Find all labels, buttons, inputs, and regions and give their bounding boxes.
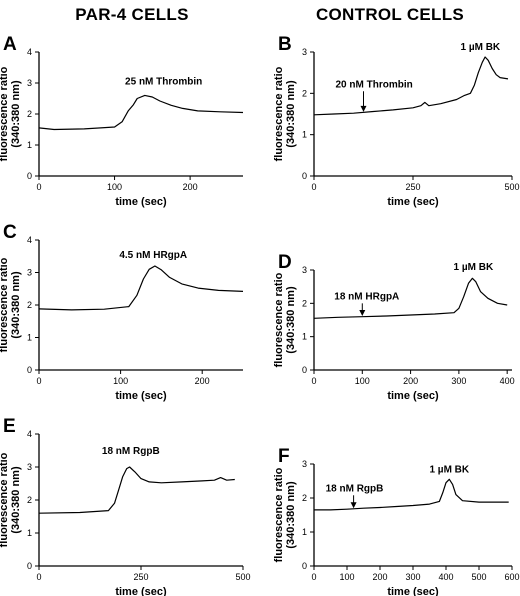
chart-e-y-tick-label-4: 4 bbox=[27, 429, 32, 439]
chart-b-x-tick-label-1: 250 bbox=[405, 182, 420, 192]
chart-c-y-axis-label-0: fluorescence ratio bbox=[0, 257, 10, 352]
chart-f-annotation-label-0: 18 nM RgpB bbox=[326, 483, 384, 494]
chart-e-y-tick-label-2: 2 bbox=[27, 495, 32, 505]
chart-b-y-axis-label-1: (340:380 nm) bbox=[285, 80, 297, 148]
chart-d-x-tick-label-4: 400 bbox=[500, 376, 515, 386]
chart-e-x-tick-label-2: 500 bbox=[235, 572, 250, 582]
chart-d-y-tick-label-3: 3 bbox=[302, 265, 307, 275]
chart-c-x-tick-label-1: 100 bbox=[113, 376, 128, 386]
chart-f-x-tick-label-0: 0 bbox=[311, 572, 316, 582]
chart-f-annotation-arrow-head-0 bbox=[350, 502, 357, 509]
chart-b-x-axis-label: time (sec) bbox=[387, 196, 439, 208]
chart-b-y-axis-label-0: fluorescence ratio bbox=[273, 66, 285, 161]
chart-a-y-tick-label-4: 4 bbox=[27, 47, 32, 57]
chart-f-y-axis-label-0: fluorescence ratio bbox=[273, 467, 285, 562]
chart-b-y-tick-label-2: 2 bbox=[302, 88, 307, 98]
chart-b-y-tick-label-3: 3 bbox=[302, 47, 307, 57]
chart-e-y-tick-label-1: 1 bbox=[27, 528, 32, 538]
chart-f-x-tick-label-2: 200 bbox=[372, 572, 387, 582]
chart-d-annotation-arrow-head-0 bbox=[359, 310, 366, 316]
chart-c-y-tick-label-4: 4 bbox=[27, 235, 32, 245]
chart-e-x-axis-label: time (sec) bbox=[115, 586, 167, 596]
chart-c-annotation-label-0: 4.5 nM HRgpA bbox=[119, 250, 187, 261]
chart-e-series-line-0 bbox=[38, 466, 235, 514]
chart-d-x-axis-label: time (sec) bbox=[387, 390, 439, 402]
chart-a-y-tick-label-1: 1 bbox=[27, 140, 32, 150]
chart-d-annotation-label-0: 18 nM HRgpA bbox=[334, 291, 399, 302]
chart-a-y-axis-label-0: fluorescence ratio bbox=[0, 66, 10, 161]
chart-b-series-line-0 bbox=[313, 56, 509, 116]
chart-c-series-line-0 bbox=[38, 265, 244, 311]
chart-f-y-tick-label-1: 1 bbox=[302, 527, 307, 537]
chart-c-y-axis-label-1: (340:380 nm) bbox=[10, 271, 22, 339]
chart-e-panel-letter: E bbox=[3, 416, 16, 437]
chart-a-x-axis-label: time (sec) bbox=[115, 196, 167, 208]
chart-f-x-tick-label-4: 400 bbox=[438, 572, 453, 582]
chart-e-x-tick-label-1: 250 bbox=[133, 572, 148, 582]
chart-c-y-tick-label-1: 1 bbox=[27, 333, 32, 343]
chart-b-x-tick-label-2: 500 bbox=[504, 182, 519, 192]
chart-b-panel-letter: B bbox=[278, 34, 292, 55]
chart-f-x-axis-label: time (sec) bbox=[387, 586, 439, 596]
chart-b-annotation-label-1: 1 µM BK bbox=[460, 42, 500, 53]
chart-d-x-tick-label-1: 100 bbox=[355, 376, 370, 386]
chart-e-y-axis-label-1: (340:380 nm) bbox=[10, 466, 22, 534]
chart-b-y-tick-label-1: 1 bbox=[302, 130, 307, 140]
chart-b-annotation-arrow-head-0 bbox=[360, 105, 367, 112]
chart-f-x-tick-label-1: 100 bbox=[339, 572, 354, 582]
chart-d-y-axis-label-1: (340:380 nm) bbox=[285, 286, 297, 354]
chart-d-annotation-label-1: 1 µM BK bbox=[454, 262, 494, 273]
chart-b-y-tick-label-0: 0 bbox=[302, 171, 307, 181]
chart-c-y-tick-label-3: 3 bbox=[27, 268, 32, 278]
chart-d-y-tick-label-1: 1 bbox=[302, 332, 307, 342]
column-header-par4: PAR-4 CELLS bbox=[75, 5, 189, 24]
chart-f-y-axis-label-1: (340:380 nm) bbox=[285, 481, 297, 549]
chart-f-y-tick-label-2: 2 bbox=[302, 493, 307, 503]
chart-d-panel-letter: D bbox=[278, 252, 292, 273]
chart-b-x-tick-label-0: 0 bbox=[311, 182, 316, 192]
chart-c-x-tick-label-0: 0 bbox=[36, 376, 41, 386]
chart-a-annotation-label-0: 25 nM Thrombin bbox=[125, 77, 202, 88]
chart-d-x-tick-label-3: 300 bbox=[451, 376, 466, 386]
chart-d-x-tick-label-2: 200 bbox=[403, 376, 418, 386]
chart-a-x-tick-label-0: 0 bbox=[36, 182, 41, 192]
chart-a-y-tick-label-2: 2 bbox=[27, 109, 32, 119]
chart-d-series-line-0 bbox=[313, 277, 508, 319]
chart-a-series-line-0 bbox=[38, 94, 244, 131]
chart-a-y-axis-label-1: (340:380 nm) bbox=[10, 80, 22, 148]
chart-d-y-axis-label-0: fluorescence ratio bbox=[273, 272, 285, 367]
chart-f-x-tick-label-5: 500 bbox=[471, 572, 486, 582]
chart-c-x-tick-label-2: 200 bbox=[195, 376, 210, 386]
chart-f-y-tick-label-0: 0 bbox=[302, 561, 307, 571]
chart-e-y-tick-label-3: 3 bbox=[27, 462, 32, 472]
chart-f-x-tick-label-3: 300 bbox=[405, 572, 420, 582]
chart-e-x-tick-label-0: 0 bbox=[36, 572, 41, 582]
chart-a-panel-letter: A bbox=[3, 34, 17, 55]
chart-c-panel-letter: C bbox=[3, 222, 17, 243]
chart-b-annotation-label-0: 20 nM Thrombin bbox=[336, 79, 413, 90]
chart-a-y-tick-label-3: 3 bbox=[27, 78, 32, 88]
chart-a-x-tick-label-2: 200 bbox=[183, 182, 198, 192]
chart-d-x-tick-label-0: 0 bbox=[311, 376, 316, 386]
chart-a-y-tick-label-0: 0 bbox=[27, 171, 32, 181]
chart-f-x-tick-label-6: 600 bbox=[504, 572, 519, 582]
chart-f-y-tick-label-3: 3 bbox=[302, 459, 307, 469]
chart-d-y-tick-label-0: 0 bbox=[302, 365, 307, 375]
chart-a-x-tick-label-1: 100 bbox=[107, 182, 122, 192]
chart-c-y-tick-label-2: 2 bbox=[27, 300, 32, 310]
chart-c-x-axis-label: time (sec) bbox=[115, 390, 167, 402]
chart-e-annotation-label-0: 18 nM RgpB bbox=[102, 446, 160, 457]
column-header-control: CONTROL CELLS bbox=[316, 5, 464, 24]
chart-e-y-tick-label-0: 0 bbox=[27, 561, 32, 571]
chart-f-annotation-label-1: 1 µM BK bbox=[429, 465, 469, 476]
chart-e-y-axis-label-0: fluorescence ratio bbox=[0, 452, 10, 547]
chart-f-series-line-0 bbox=[314, 478, 509, 511]
chart-d-y-tick-label-2: 2 bbox=[302, 298, 307, 308]
chart-c-y-tick-label-0: 0 bbox=[27, 365, 32, 375]
chart-f-panel-letter: F bbox=[278, 446, 290, 467]
